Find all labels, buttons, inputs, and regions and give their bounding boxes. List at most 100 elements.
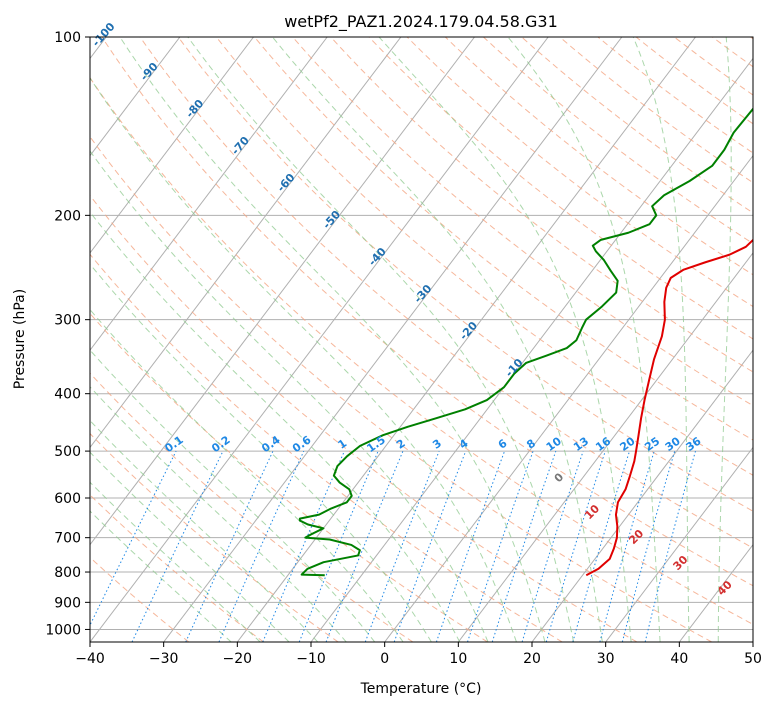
moist-adiabat-line xyxy=(187,37,575,642)
moist-adiabat-line xyxy=(90,308,404,642)
temperature-profile-line xyxy=(585,238,753,577)
dry-adiabat-line xyxy=(139,37,753,549)
dry-adiabat-line xyxy=(368,37,753,340)
moist-adiabat-line xyxy=(378,37,632,642)
isotherm-line xyxy=(384,154,753,642)
y-tick-label: 200 xyxy=(54,208,81,224)
dry-adiabat-line xyxy=(90,135,712,642)
dry-adiabat-line xyxy=(406,37,753,308)
dry-adiabat-line xyxy=(90,432,339,642)
moist-adiabat-label: 40 xyxy=(715,578,735,598)
x-tick-label: 50 xyxy=(744,651,762,667)
moist-adiabat-line xyxy=(272,37,603,642)
y-tick-label: 100 xyxy=(54,30,81,46)
isotherm-line xyxy=(457,252,753,642)
mixing-ratio-line xyxy=(185,450,274,642)
moist-adiabat-line xyxy=(90,481,261,642)
dry-adiabat-line xyxy=(90,194,638,642)
moist-adiabat-line xyxy=(90,211,461,642)
dry-adiabat-label: -60 xyxy=(275,171,298,195)
isotherm-line xyxy=(531,349,753,642)
moist-adiabat-line xyxy=(90,451,290,642)
dewpoint-profile-line xyxy=(298,107,753,577)
moist-adiabat-line xyxy=(90,510,232,642)
dry-adiabat-line xyxy=(444,37,753,276)
mixing-ratio-line xyxy=(599,450,655,642)
mixing-ratio-label: 1.5 xyxy=(364,433,387,455)
x-tick-label: 0 xyxy=(380,651,389,667)
dry-adiabat-line xyxy=(215,37,753,476)
dry-adiabat-label: -10 xyxy=(503,356,526,380)
y-tick-label: 500 xyxy=(54,444,81,460)
x-tick-label: 40 xyxy=(670,651,688,667)
moist-adiabat-line xyxy=(90,386,347,642)
dry-adiabat-line xyxy=(90,556,190,642)
moist-adiabat-label: 20 xyxy=(626,527,646,547)
dry-adiabat-line xyxy=(90,372,414,642)
y-tick-label: 1000 xyxy=(45,622,81,638)
dry-adiabat-line xyxy=(292,37,753,407)
mixing-ratio-label: 3 xyxy=(430,437,444,452)
moist-adiabat-label: 0 xyxy=(552,470,567,485)
moist-adiabat-line xyxy=(90,419,319,642)
mixing-ratio-label: 8 xyxy=(524,437,538,452)
dry-adiabat-line xyxy=(673,37,753,96)
x-tick-label: 30 xyxy=(597,651,615,667)
moist-adiabat-line xyxy=(507,37,661,642)
isotherm-line xyxy=(236,37,696,642)
mixing-ratio-line xyxy=(467,450,534,642)
isotherm-line xyxy=(90,37,181,157)
mixing-ratio-line xyxy=(545,450,606,642)
dry-adiabat-label: -30 xyxy=(411,282,434,306)
isotherm-line xyxy=(90,37,328,352)
mixing-ratio-line xyxy=(131,450,224,642)
moist-adiabat-line xyxy=(90,349,376,642)
y-tick-label: 400 xyxy=(54,387,81,403)
mixing-ratio-label: 0.4 xyxy=(259,433,283,455)
dry-adiabat-line xyxy=(90,312,488,642)
mixing-ratio-line xyxy=(90,450,177,627)
dry-adiabat-label: -50 xyxy=(320,208,343,232)
chart-title: wetPf2_PAZ1.2024.179.04.58.G31 xyxy=(284,12,558,32)
mixing-ratio-line xyxy=(435,450,506,642)
y-tick-label: 700 xyxy=(54,531,81,547)
mixing-ratio-line xyxy=(491,450,557,642)
mixing-ratio-label: 0.1 xyxy=(162,433,185,455)
mixing-ratio-line xyxy=(621,450,676,642)
isotherm-line xyxy=(90,37,402,449)
isotherm-line xyxy=(605,446,753,642)
isotherm-line xyxy=(90,37,254,254)
mixing-ratio-line xyxy=(262,450,345,642)
plot-frame xyxy=(89,36,754,643)
mixing-ratio-line xyxy=(393,450,467,642)
moist-adiabat-line xyxy=(90,263,432,642)
dry-adiabat-line xyxy=(254,37,753,441)
mixing-ratio-line xyxy=(364,450,440,642)
y-tick-label: 800 xyxy=(54,565,81,581)
moist-adiabat-line xyxy=(717,37,732,642)
x-axis-label: Temperature (°C) xyxy=(360,681,482,697)
dry-adiabat-line xyxy=(101,37,753,587)
isotherm-line xyxy=(90,37,475,546)
x-tick-label: 10 xyxy=(449,651,467,667)
x-tick-label: −30 xyxy=(149,651,179,667)
isotherm-line xyxy=(90,37,549,642)
dry-adiabat-line xyxy=(177,37,753,512)
y-tick-label: 900 xyxy=(54,595,81,611)
moist-adiabat-line xyxy=(119,37,546,642)
moist-adiabat-label: 10 xyxy=(582,502,602,522)
mixing-ratio-line xyxy=(644,450,696,642)
y-tick-label: 600 xyxy=(54,491,81,507)
dry-adiabat-line xyxy=(90,76,753,625)
moist-adiabat-line xyxy=(90,150,489,642)
mixing-ratio-label: 1 xyxy=(336,437,350,452)
dry-adiabat-line xyxy=(712,37,753,68)
dry-adiabat-label: -100 xyxy=(90,20,118,49)
dry-adiabat-line xyxy=(559,37,753,184)
mixing-ratio-label: 4 xyxy=(457,437,471,452)
moist-adiabat-line xyxy=(90,77,517,642)
dry-adiabat-label: -90 xyxy=(138,60,161,84)
mixing-ratio-label: 2 xyxy=(394,437,408,452)
dry-adiabat-label: -20 xyxy=(457,319,480,343)
mixing-ratio-line xyxy=(521,450,584,642)
